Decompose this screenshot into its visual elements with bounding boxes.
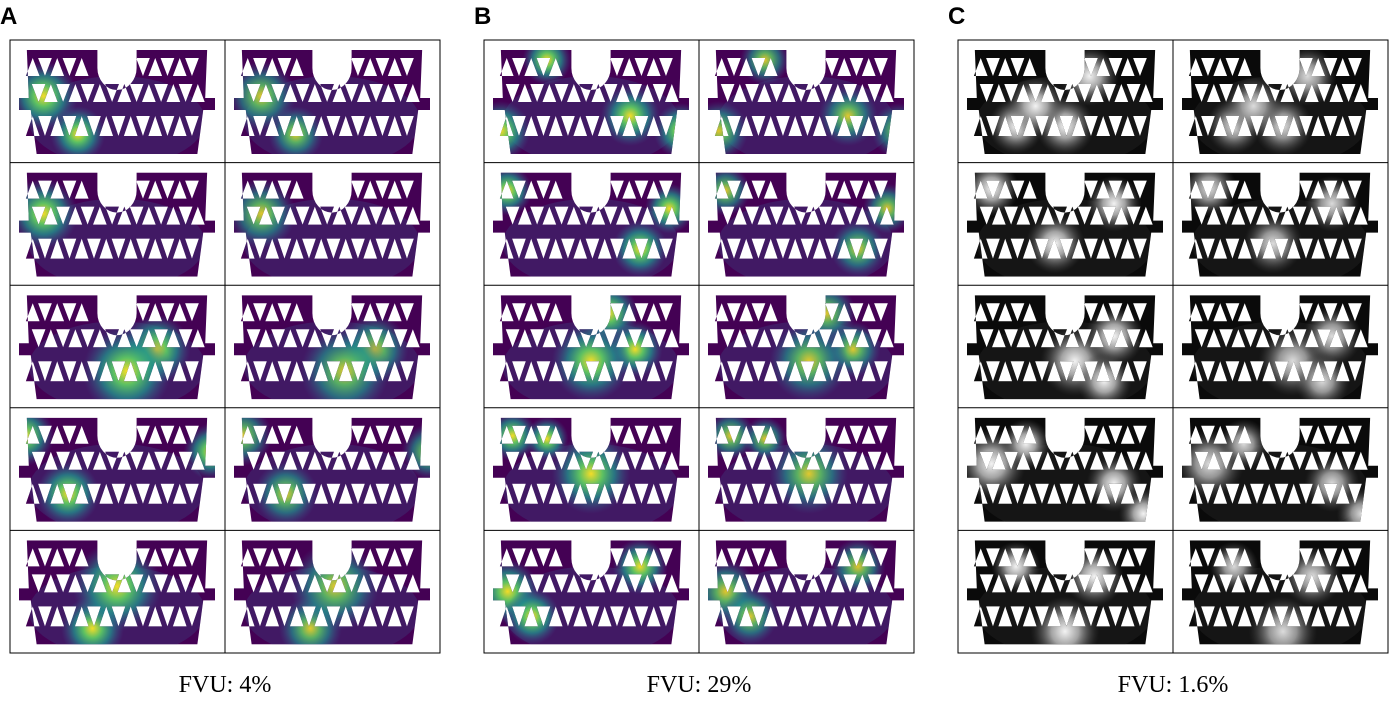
caption: FVU: 4% xyxy=(179,672,272,698)
heatmap xyxy=(1182,172,1378,277)
heatmap xyxy=(1182,417,1379,522)
heatmap xyxy=(19,417,216,522)
heatmap xyxy=(234,417,431,522)
panel-label: B xyxy=(474,3,491,30)
heatmap xyxy=(1182,540,1378,645)
heatmap xyxy=(234,295,430,400)
caption: FVU: 1.6% xyxy=(1118,672,1229,698)
heatmap xyxy=(19,540,215,645)
heatmap xyxy=(967,295,1163,400)
panel-label: C xyxy=(948,3,965,30)
panel-label: A xyxy=(0,3,17,30)
caption: FVU: 29% xyxy=(647,672,752,698)
heatmap xyxy=(19,295,215,400)
heatmap xyxy=(493,295,689,400)
heatmap xyxy=(493,540,689,645)
heatmap xyxy=(708,172,905,277)
heatmap xyxy=(493,172,690,277)
heatmap xyxy=(234,172,430,277)
heatmap xyxy=(967,417,1164,522)
heatmap xyxy=(1182,295,1378,400)
heatmap xyxy=(19,50,215,154)
heatmap xyxy=(708,417,904,522)
heatmap xyxy=(967,172,1163,277)
heatmap xyxy=(708,295,904,400)
heatmap xyxy=(708,50,905,154)
heatmap xyxy=(234,540,430,645)
heatmap xyxy=(234,50,430,154)
heatmap xyxy=(493,417,689,522)
heatmap xyxy=(19,172,215,277)
heatmap xyxy=(493,50,690,154)
heatmap xyxy=(967,540,1163,645)
heatmap xyxy=(708,540,904,645)
heatmap xyxy=(967,50,1163,154)
heatmap xyxy=(1182,50,1378,154)
